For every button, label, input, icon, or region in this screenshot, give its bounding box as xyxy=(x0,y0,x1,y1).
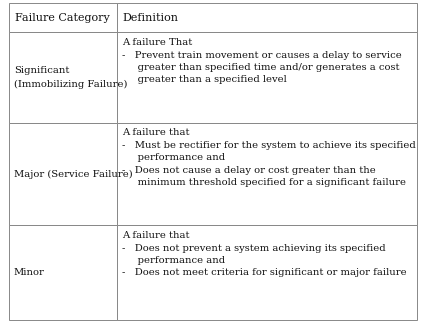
Text: -   Does not prevent a system achieving its specified: - Does not prevent a system achieving it… xyxy=(122,244,386,253)
Bar xyxy=(9,122,117,225)
Bar xyxy=(117,32,417,122)
Text: performance and: performance and xyxy=(122,256,225,265)
Text: -   Must be rectifier for the system to achieve its specified: - Must be rectifier for the system to ac… xyxy=(122,141,416,150)
Bar xyxy=(117,3,417,32)
Text: Definition: Definition xyxy=(122,13,178,23)
Text: minimum threshold specified for a significant failure: minimum threshold specified for a signif… xyxy=(122,178,406,187)
Text: -   Does not meet criteria for significant or major failure: - Does not meet criteria for significant… xyxy=(122,268,407,277)
Text: greater than specified time and/or generates a cost: greater than specified time and/or gener… xyxy=(122,63,400,72)
Text: performance and: performance and xyxy=(122,153,225,162)
Text: A failure That: A failure That xyxy=(122,38,192,47)
Bar xyxy=(9,32,117,122)
Text: -   Prevent train movement or causes a delay to service: - Prevent train movement or causes a del… xyxy=(122,51,402,59)
Text: Failure Category: Failure Category xyxy=(15,13,110,23)
Text: A failure that: A failure that xyxy=(122,231,190,240)
Text: Minor: Minor xyxy=(14,268,44,277)
Bar xyxy=(9,225,117,320)
Bar xyxy=(117,225,417,320)
Text: greater than a specified level: greater than a specified level xyxy=(122,75,287,84)
Bar xyxy=(117,122,417,225)
Bar xyxy=(9,3,117,32)
Text: Major (Service Failure): Major (Service Failure) xyxy=(14,170,132,179)
Text: -   Does not cause a delay or cost greater than the: - Does not cause a delay or cost greater… xyxy=(122,165,376,174)
Text: Significant
(Immobilizing Failure): Significant (Immobilizing Failure) xyxy=(14,66,127,89)
Text: A failure that: A failure that xyxy=(122,128,190,137)
